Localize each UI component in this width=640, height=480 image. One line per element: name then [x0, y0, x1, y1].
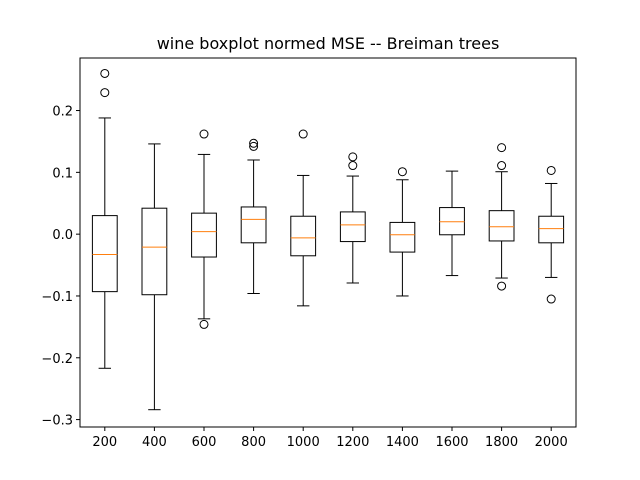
x-tick-label: 2000 [535, 435, 568, 450]
x-tick-label: 200 [92, 435, 117, 450]
flier-point [546, 165, 556, 175]
box-group-1200 [339, 152, 366, 284]
flier-point [546, 294, 556, 304]
flier-point [249, 138, 259, 148]
flier-point [100, 88, 110, 98]
flier-point [298, 129, 308, 139]
box [439, 207, 465, 236]
flier-point [199, 319, 209, 329]
flier-point [497, 143, 507, 153]
y-tick-label: 0.2 [52, 105, 73, 120]
y-tick-label: 0.1 [52, 166, 73, 181]
plot-marks [91, 68, 565, 411]
box-group-1400 [389, 167, 416, 297]
box-group-1000 [290, 129, 317, 307]
x-tick-label: 800 [241, 435, 266, 450]
plot-frame [79, 57, 577, 428]
box-group-600 [191, 129, 217, 329]
flier-point [100, 68, 110, 78]
box [141, 207, 168, 296]
chart-title: wine boxplot normed MSE -- Breiman trees [157, 34, 500, 53]
flier-point [199, 129, 209, 139]
box [240, 206, 267, 244]
x-tick-label: 1000 [287, 435, 320, 450]
box [91, 215, 118, 293]
box [339, 211, 366, 243]
y-tick-label: −0.1 [41, 290, 73, 305]
x-tick-label: 600 [192, 435, 217, 450]
x-tick-label: 1600 [435, 435, 468, 450]
x-tick-label: 1800 [485, 435, 518, 450]
box-group-1600 [439, 170, 465, 277]
x-tick-label: 400 [142, 435, 167, 450]
box-group-400 [141, 143, 168, 411]
box [538, 215, 565, 244]
box-group-200 [91, 68, 118, 369]
box [488, 210, 515, 242]
box [191, 212, 217, 258]
x-tick-label: 1200 [336, 435, 369, 450]
y-tick-label: −0.3 [41, 414, 73, 429]
axes: −0.3 −0.2 −0.1 0.0 0.1 0.2 200 400 600 800 1000 120… [41, 57, 577, 450]
y-tick-label: 0.0 [52, 228, 73, 243]
box-group-800 [240, 138, 267, 294]
box [290, 215, 317, 257]
box-group-1800 [488, 143, 515, 291]
box-group-2000 [538, 165, 565, 304]
flier-point [397, 167, 407, 177]
flier-point [348, 152, 358, 162]
flier-point [497, 281, 507, 291]
flier-point [249, 141, 259, 151]
flier-point [348, 161, 358, 171]
x-tick-label: 1400 [386, 435, 419, 450]
box [389, 221, 416, 253]
y-tick-label: −0.2 [41, 352, 73, 367]
flier-point [497, 161, 507, 171]
